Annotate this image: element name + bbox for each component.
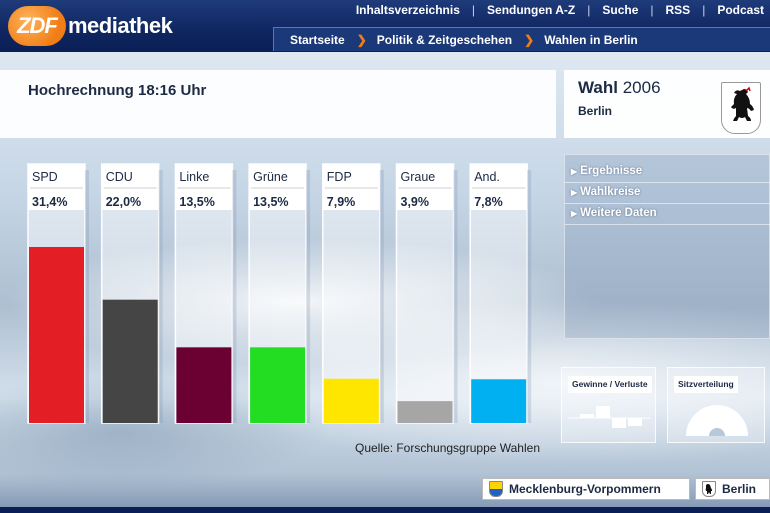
triangle-right-icon: ▶ xyxy=(571,209,578,218)
vote-share-chart: SPD 31,4% CDU 22,0% Linke 13,5% Grüne 13,5% FDP 7… xyxy=(27,163,532,424)
bar-0 xyxy=(29,246,84,423)
category-label: Linke xyxy=(179,170,209,184)
breadcrumb-startseite[interactable]: Startseite xyxy=(290,32,345,47)
bar-6 xyxy=(471,379,527,423)
nav-separator: | xyxy=(650,3,654,17)
election-city: Berlin xyxy=(578,104,613,118)
chevron-right-icon: ❯ xyxy=(524,32,535,47)
column-shadow xyxy=(158,170,163,423)
value-label: 7,8% xyxy=(474,195,503,209)
category-label: Grüne xyxy=(253,170,288,184)
page-title: Hochrechnung 18:16 Uhr xyxy=(28,82,207,99)
value-label: 7,9% xyxy=(327,195,356,209)
category-label: Graue xyxy=(401,170,436,184)
nav-separator: | xyxy=(702,3,706,17)
state-label-mecklenburg: Mecklenburg-Vorpommern xyxy=(509,482,661,496)
berlin-bear-crest-icon xyxy=(721,82,761,134)
column-shadow xyxy=(379,170,384,423)
value-label: 31,4% xyxy=(32,195,67,209)
column-header xyxy=(322,164,380,210)
nav-separator: | xyxy=(587,3,591,17)
divider xyxy=(565,182,770,183)
column-shadow xyxy=(232,170,237,423)
chevron-right-icon: ❯ xyxy=(356,32,367,47)
nav-suche[interactable]: Suche xyxy=(602,3,639,17)
state-label-berlin: Berlin xyxy=(722,482,757,496)
nav-inhaltsverzeichnis[interactable]: Inhaltsverzeichnis xyxy=(355,3,460,17)
link-weitere-daten-label: Weitere Daten xyxy=(580,207,657,219)
link-wahlkreise[interactable]: ▶ Wahlkreise xyxy=(571,186,640,198)
bottom-strip xyxy=(0,507,770,513)
column-header xyxy=(101,164,159,210)
gains-losses-panel[interactable]: Gewinne / Verluste xyxy=(561,367,656,443)
divider xyxy=(565,224,770,225)
category-label: FDP xyxy=(327,170,352,184)
divider xyxy=(565,203,770,204)
value-label: 22,0% xyxy=(106,195,141,209)
category-label: And. xyxy=(474,170,500,184)
zdf-logo[interactable]: ZDF mediathek xyxy=(8,6,173,46)
state-button-berlin[interactable]: Berlin xyxy=(695,478,770,500)
gains-losses-thumbnail-icon xyxy=(568,406,650,428)
link-ergebnisse-label: Ergebnisse xyxy=(580,165,643,177)
bar-2 xyxy=(176,347,232,423)
column-header xyxy=(28,164,85,210)
header: ZDF mediathek Inhaltsverzeichnis | Sendu… xyxy=(0,0,770,52)
election-info-panel: Wahl 2006 Berlin xyxy=(564,70,770,138)
semicircle-icon xyxy=(686,405,748,436)
nav-separator: | xyxy=(471,3,476,17)
election-label: Wahl xyxy=(578,78,618,97)
seat-distribution-panel[interactable]: Sitzverteilung xyxy=(667,367,765,443)
nav-rss[interactable]: RSS xyxy=(665,3,691,17)
column-header xyxy=(396,164,454,210)
nav-podcast[interactable]: Podcast xyxy=(717,3,764,17)
state-button-mecklenburg[interactable]: Mecklenburg-Vorpommern xyxy=(482,478,690,500)
bar-3 xyxy=(250,347,306,423)
top-navigation: Inhaltsverzeichnis | Sendungen A-Z | Suc… xyxy=(356,3,764,17)
bar-1 xyxy=(102,299,158,423)
breadcrumb-wahlen-berlin[interactable]: Wahlen in Berlin xyxy=(544,32,638,47)
logo-text: mediathek xyxy=(68,13,173,38)
seat-distribution-label: Sitzverteilung xyxy=(674,376,738,393)
link-weitere-daten[interactable]: ▶ Weitere Daten xyxy=(571,207,657,219)
triangle-right-icon: ▶ xyxy=(571,167,578,176)
column-shadow xyxy=(306,170,311,423)
column-header xyxy=(175,164,233,210)
link-ergebnisse[interactable]: ▶ Ergebnisse xyxy=(571,165,642,177)
election-title: Wahl 2006 xyxy=(578,78,661,98)
column-header xyxy=(470,164,528,210)
column-header xyxy=(249,164,307,210)
category-label: CDU xyxy=(106,170,133,184)
election-year: 2006 xyxy=(622,78,661,97)
bar-5 xyxy=(397,401,453,423)
berlin-crest-icon xyxy=(702,481,716,497)
zdf-logo-mark: ZDF xyxy=(8,6,66,46)
bar-4 xyxy=(323,378,379,423)
column-shadow xyxy=(85,170,89,423)
value-label: 3,9% xyxy=(401,195,430,209)
title-panel: Hochrechnung 18:16 Uhr xyxy=(0,70,556,138)
column-shadow xyxy=(453,170,458,423)
breadcrumb: Startseite ❯ Politik & Zeitgeschehen ❯ W… xyxy=(273,27,770,51)
chart-source: Quelle: Forschungsgruppe Wahlen xyxy=(355,441,540,455)
value-label: 13,5% xyxy=(253,195,288,209)
triangle-right-icon: ▶ xyxy=(571,188,578,197)
gains-losses-label: Gewinne / Verluste xyxy=(568,376,652,393)
column-shadow xyxy=(527,170,532,423)
link-wahlkreise-label: Wahlkreise xyxy=(580,186,641,198)
side-links-panel: ▶ Ergebnisse ▶ Wahlkreise ▶ Weitere Daten xyxy=(564,154,770,339)
nav-sendungen[interactable]: Sendungen A-Z xyxy=(487,3,576,17)
mv-crest-icon xyxy=(489,481,503,497)
category-label: SPD xyxy=(32,170,58,184)
breadcrumb-politik[interactable]: Politik & Zeitgeschehen xyxy=(376,32,513,47)
value-label: 13,5% xyxy=(179,195,214,209)
